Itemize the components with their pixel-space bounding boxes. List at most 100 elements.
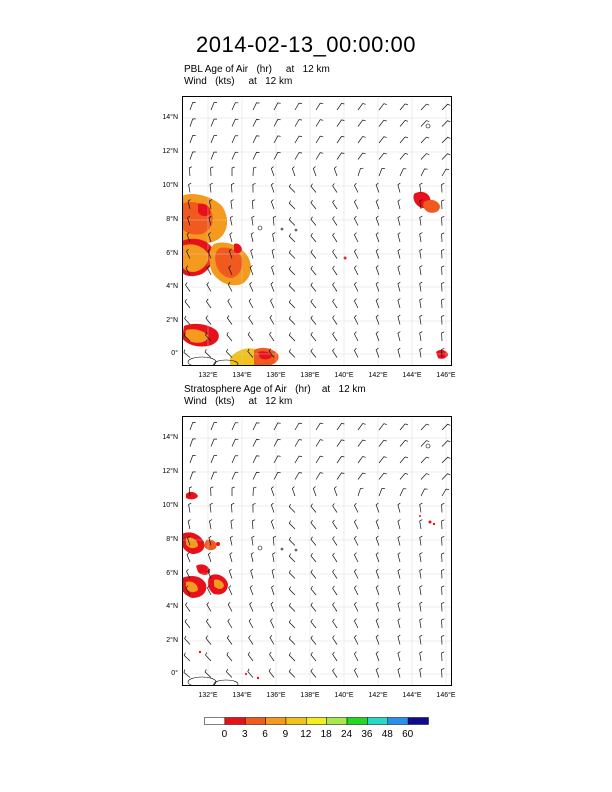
pbl-shading xyxy=(182,191,448,366)
wind-barb xyxy=(332,183,338,193)
wind-barb xyxy=(249,281,254,292)
wind-barb xyxy=(353,298,359,309)
wind-barb xyxy=(399,472,409,480)
wind-barb xyxy=(205,618,212,629)
wind-barb xyxy=(419,552,423,563)
colorbar-label: 60 xyxy=(402,729,414,740)
wind-barb xyxy=(187,535,191,546)
wind-barb xyxy=(357,152,366,160)
wind-barb xyxy=(288,503,296,513)
wind-barb xyxy=(310,299,317,309)
wind-barb xyxy=(353,651,359,662)
wind-barb xyxy=(270,281,275,292)
wind-barb xyxy=(419,347,423,358)
wind-barb xyxy=(375,265,380,276)
wind-barb xyxy=(310,619,317,629)
lon-tick-label: 136°E xyxy=(266,372,286,379)
wind-barb xyxy=(189,438,196,447)
colorbar-swatch xyxy=(367,717,389,725)
wind-barb xyxy=(353,215,359,226)
wind-barb xyxy=(272,232,276,243)
wind-barb xyxy=(419,265,423,276)
wind-barb xyxy=(315,135,324,144)
wind-barb xyxy=(419,331,423,342)
wind-barb xyxy=(353,199,359,210)
wind-barb xyxy=(270,166,275,177)
wind-barb xyxy=(250,552,254,563)
wind-barb xyxy=(441,153,451,160)
wind-barb xyxy=(231,151,239,160)
lon-tick-label: 132°E xyxy=(198,692,218,699)
wind-barb xyxy=(252,102,260,111)
wind-barb xyxy=(375,601,380,612)
wind-barb xyxy=(441,568,445,579)
wind-barb xyxy=(397,552,401,563)
wind-barb xyxy=(272,215,276,226)
wind-barb xyxy=(336,456,345,464)
colorbar-label: 3 xyxy=(241,729,248,740)
wind-barb xyxy=(441,331,445,342)
wind-barb xyxy=(441,601,445,612)
wind-barb xyxy=(310,282,317,292)
wind-barb xyxy=(419,634,423,645)
wind-barb xyxy=(252,135,260,144)
panel2-title-line2: Wind (kts) at 12 km xyxy=(184,396,293,407)
wind-barb xyxy=(332,536,338,546)
wind-barb xyxy=(419,298,423,309)
lon-tick-label: 146°E xyxy=(436,372,456,379)
wind-barb xyxy=(288,619,296,629)
wind-barb xyxy=(189,422,196,431)
wind-barb xyxy=(187,215,191,226)
wind-barb xyxy=(315,119,324,127)
wind-barb xyxy=(310,503,317,513)
wind-barb xyxy=(397,568,401,579)
wind-barb xyxy=(227,281,233,292)
wind-barb xyxy=(399,103,409,111)
wind-barb xyxy=(288,299,296,309)
wind-barb xyxy=(210,102,217,111)
colorbar-label: 36 xyxy=(361,729,373,740)
wind-barb xyxy=(208,535,212,546)
wind-barb xyxy=(336,152,345,160)
wind-barb xyxy=(332,651,338,662)
wind-barb xyxy=(375,535,380,546)
colorbar-label: 48 xyxy=(381,729,393,740)
colorbar-swatch xyxy=(265,717,287,725)
wind-barb xyxy=(397,618,401,629)
wind-barb xyxy=(248,315,254,325)
wind-barb xyxy=(312,166,317,177)
wind-barb xyxy=(270,519,275,530)
wind-barb xyxy=(288,233,296,243)
wind-barb xyxy=(252,486,257,497)
wind-barb xyxy=(270,486,275,497)
wind-barb xyxy=(288,216,296,226)
wind-barb xyxy=(271,585,275,596)
wind-barb xyxy=(269,651,275,662)
wind-barb xyxy=(183,652,191,662)
wind-barb xyxy=(419,568,423,579)
wind-barb xyxy=(273,439,281,447)
pbl-gridlines xyxy=(182,96,452,366)
wind-barb xyxy=(420,153,430,160)
wind-barb xyxy=(397,182,401,193)
wind-barb xyxy=(397,215,401,226)
wind-barb xyxy=(231,502,235,513)
wind-barb xyxy=(420,168,428,177)
wind-barb xyxy=(357,472,366,480)
wind-barb xyxy=(310,586,317,596)
wind-barb xyxy=(288,536,296,546)
wind-barb xyxy=(205,635,212,645)
wind-barb xyxy=(187,199,191,210)
wind-barb xyxy=(288,520,296,530)
wind-barb xyxy=(227,601,233,612)
wind-barb xyxy=(205,315,212,325)
strat-shading xyxy=(182,491,436,680)
wind-barb xyxy=(288,569,296,579)
wind-barb xyxy=(441,456,451,464)
wind-barb xyxy=(397,502,401,513)
wind-barb xyxy=(204,349,212,358)
pbl-map-panel xyxy=(182,96,452,366)
wind-barb xyxy=(332,249,338,259)
wind-barb xyxy=(186,568,191,579)
lon-tick-label: 134°E xyxy=(232,372,252,379)
